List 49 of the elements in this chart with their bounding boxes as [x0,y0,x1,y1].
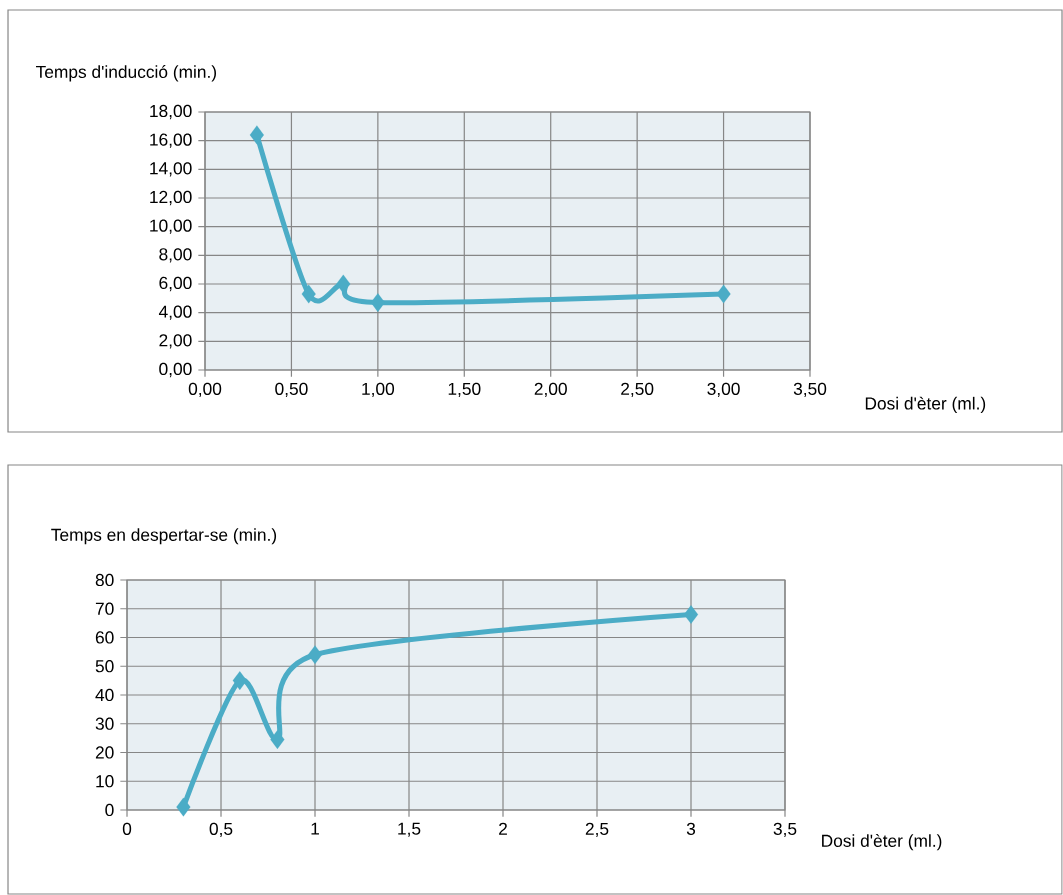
x-tick-label: 2,50 [621,382,654,398]
y-tick-label: 10,00 [150,219,192,234]
x-tick-label: 2,00 [534,382,567,398]
y-tick-label: 4,00 [158,305,192,320]
x-tick-label: 3,00 [707,382,740,398]
y-tick-label: 60 [95,631,114,644]
y-tick-label: 20 [95,746,114,759]
y-tick-label: 6,00 [159,276,192,292]
y-tick-label: 0,00 [159,362,192,378]
x-tick-label: 1,5 [398,822,421,837]
x-tick-label: 2,5 [585,822,609,838]
point [370,293,385,313]
point [683,605,699,624]
point [270,730,285,749]
point [176,797,191,817]
y-tick-label: 8,00 [159,248,192,263]
x-tick-label: 0,50 [275,382,308,398]
x-tick-label: 1,50 [448,382,481,398]
x-tick-label: 3,50 [793,382,827,398]
y-tick-label: 16,00 [150,133,192,148]
y-tick-label: 18,00 [150,104,192,120]
x-tick-label: 0 [122,822,132,835]
x-tick-label: 1,00 [362,382,395,398]
y-tick-label: 2,00 [159,334,192,349]
y-tick-label: 80 [95,573,114,587]
y-tick-label: 10 [96,775,114,788]
point [301,284,316,304]
y-tick-label: 12,00 [150,190,192,206]
x-tick-label: 2 [499,822,507,835]
x-tick-label: 0,00 [188,382,222,398]
y-axis-title: Temps en despertar-se (min.) [51,528,277,545]
x-tick-label: 3,5 [773,822,797,838]
point [716,284,731,304]
y-tick-label: 0 [105,803,114,817]
x-tick-label: 1 [311,822,319,835]
x-tick-label: 0,5 [209,822,233,838]
point [307,645,323,665]
y-axis-title: Temps d'inducció (min.) [36,65,217,82]
x-axis-title: Dosi d'èter (ml.) [865,396,986,413]
y-tick-label: 40 [95,688,114,702]
y-tick-label: 30 [95,717,114,730]
y-tick-label: 50 [95,660,114,673]
point [249,125,264,145]
point [232,671,247,691]
point [336,274,351,294]
y-tick-label: 70 [95,602,114,615]
x-axis-title: Dosi d'èter (ml.) [822,834,942,851]
y-tick-label: 14,00 [150,162,192,177]
x-tick-label: 3 [686,822,696,835]
